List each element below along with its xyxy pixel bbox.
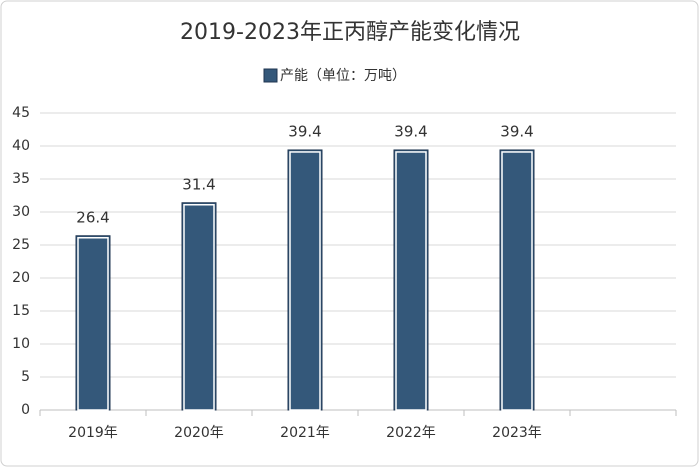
y-tick-label: 5 bbox=[21, 369, 30, 385]
y-tick-label: 35 bbox=[12, 171, 30, 187]
bar-inner bbox=[183, 204, 215, 411]
y-tick-label: 20 bbox=[12, 270, 30, 286]
data-label: 39.4 bbox=[500, 122, 533, 140]
bar-inner bbox=[289, 151, 321, 411]
bar bbox=[499, 149, 535, 411]
y-tick-label: 30 bbox=[12, 204, 30, 220]
y-tick-label: 0 bbox=[21, 402, 30, 418]
x-tick-label: 2019年 bbox=[68, 425, 118, 441]
x-tick-label: 2023年 bbox=[492, 425, 542, 441]
bar bbox=[75, 235, 111, 411]
bar-inner bbox=[501, 151, 533, 411]
y-tick-label: 10 bbox=[12, 336, 30, 352]
bar-inner bbox=[395, 151, 427, 411]
bar bbox=[181, 202, 217, 411]
data-label: 31.4 bbox=[182, 175, 215, 193]
data-label: 39.4 bbox=[394, 122, 427, 140]
y-tick-label: 45 bbox=[12, 105, 30, 121]
x-tick-label: 2022年 bbox=[386, 425, 436, 441]
y-tick-label: 15 bbox=[12, 303, 30, 319]
x-tick-label: 2021年 bbox=[280, 425, 330, 441]
data-label: 26.4 bbox=[76, 208, 109, 226]
legend-swatch bbox=[263, 68, 278, 83]
bar-inner bbox=[77, 237, 109, 411]
y-tick-label: 25 bbox=[12, 237, 30, 253]
legend-label: 产能（单位：万吨） bbox=[280, 68, 406, 84]
y-tick-label: 40 bbox=[12, 138, 30, 154]
chart-title: 2019-2023年正丙醇产能变化情况 bbox=[180, 20, 520, 45]
x-tick-label: 2020年 bbox=[174, 425, 224, 441]
bar bbox=[287, 149, 323, 411]
bar bbox=[393, 149, 429, 411]
data-label: 39.4 bbox=[288, 122, 321, 140]
